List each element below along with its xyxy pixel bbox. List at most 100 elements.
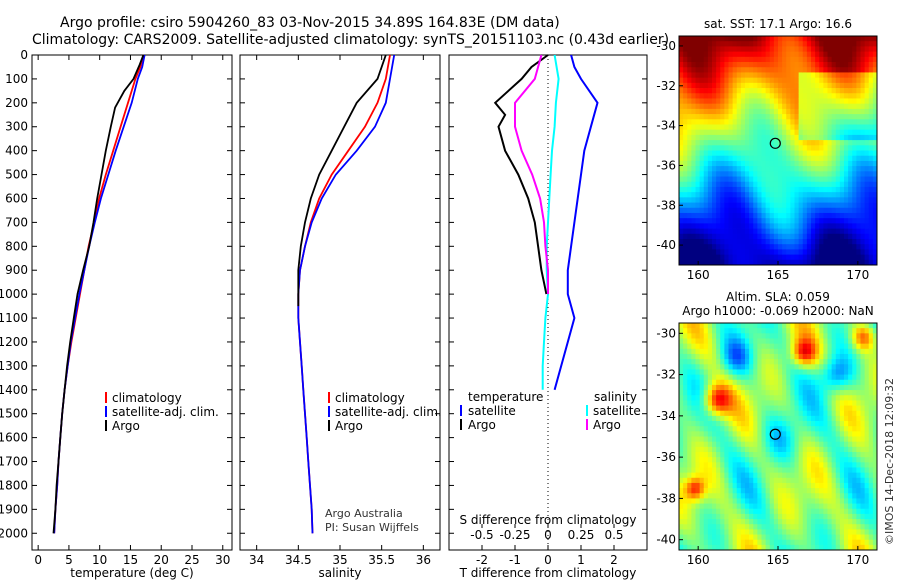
map-cell	[699, 51, 705, 58]
map-cell	[823, 364, 828, 370]
map-cell	[790, 72, 795, 79]
map-cell	[823, 67, 828, 73]
legend-entry: Argo	[335, 419, 363, 433]
map-cell	[819, 202, 824, 209]
map-cell	[728, 390, 734, 396]
map-cell	[844, 493, 849, 499]
map-cell	[802, 259, 808, 266]
series-line-satellite-adj--clim-	[297, 54, 396, 534]
map-cell	[683, 359, 688, 365]
map-cell	[765, 150, 771, 157]
map-cell	[707, 207, 713, 214]
map-cell	[819, 197, 824, 203]
map-cell	[699, 186, 705, 193]
map-cell	[831, 390, 837, 396]
map-cell	[687, 36, 692, 42]
map-cell	[720, 233, 725, 240]
x2-axis-label: S difference from climatology	[460, 513, 637, 527]
legend-entry: satellite-adj. clim.	[112, 405, 219, 419]
map-cell	[790, 333, 795, 339]
map-cell	[811, 467, 816, 474]
map-cell	[815, 249, 820, 255]
map-cell	[802, 114, 808, 120]
map-cell	[864, 197, 870, 203]
map-cell	[868, 359, 874, 365]
map-cell	[835, 51, 841, 58]
map-cell	[769, 513, 775, 520]
map-cell	[728, 51, 734, 58]
map-cell	[736, 202, 742, 209]
map-cell	[736, 56, 742, 63]
map-cell	[691, 333, 696, 339]
map-cell	[749, 534, 754, 541]
map-cell	[716, 114, 721, 120]
map-cell	[712, 323, 717, 329]
map-cell	[782, 446, 787, 453]
map-cell	[794, 108, 800, 115]
map-cell	[811, 415, 816, 422]
map-cell	[687, 405, 692, 412]
map-cell	[831, 328, 837, 334]
map-cell	[806, 244, 812, 250]
map-cell	[736, 343, 742, 350]
map-cell	[864, 51, 870, 58]
map-cell	[736, 482, 742, 489]
map-cell	[823, 426, 828, 432]
map-cell	[769, 82, 775, 89]
map-cell	[794, 129, 800, 136]
map-cell	[782, 462, 787, 468]
map-cell	[695, 212, 701, 219]
map-cell	[740, 192, 746, 198]
map-cell	[753, 140, 758, 146]
map-cell	[728, 441, 734, 448]
map-cell	[802, 421, 808, 427]
map-cell	[860, 519, 866, 525]
map-cell	[827, 192, 833, 198]
map-cell	[761, 150, 767, 157]
map-cell	[852, 145, 857, 151]
map-cell	[819, 186, 824, 193]
map-cell	[753, 186, 758, 193]
map-cell	[707, 202, 713, 209]
map-cell	[790, 421, 795, 427]
map-cell	[852, 93, 857, 99]
map-cell	[712, 134, 717, 141]
map-cell	[806, 72, 812, 79]
map-cell	[720, 451, 725, 458]
map-cell	[864, 405, 870, 412]
map-cell	[786, 82, 791, 89]
map-cell	[753, 67, 758, 73]
map-cell	[806, 150, 812, 157]
map-cell	[868, 513, 874, 520]
map-cell	[679, 451, 684, 458]
map-cell	[815, 395, 820, 401]
map-cell	[815, 539, 820, 546]
legend-entry: Argo	[112, 419, 140, 433]
map-cell	[848, 36, 853, 42]
map-cell	[864, 46, 870, 53]
map-cell	[745, 233, 750, 240]
map-cell	[844, 150, 849, 157]
map-cell	[724, 374, 729, 381]
map-cell	[819, 259, 824, 266]
map-cell	[683, 249, 688, 255]
map-cell	[745, 457, 750, 463]
map-cell	[848, 353, 853, 360]
map-cell	[716, 513, 721, 520]
map-cell	[819, 477, 824, 484]
map-cell	[720, 171, 725, 177]
x-tick-label: 15	[123, 553, 138, 567]
map-cell	[732, 134, 738, 141]
map-cell	[819, 150, 824, 157]
map-cell	[827, 145, 833, 151]
map-cell	[802, 150, 808, 157]
map-cell	[786, 77, 791, 84]
map-cell	[778, 244, 783, 250]
map-cell	[773, 62, 779, 68]
map-cell	[712, 343, 717, 350]
map-cell	[864, 488, 870, 494]
map-cell	[699, 207, 705, 214]
map-cell	[802, 364, 808, 370]
map-cell	[848, 238, 853, 245]
map-cell	[811, 82, 816, 89]
